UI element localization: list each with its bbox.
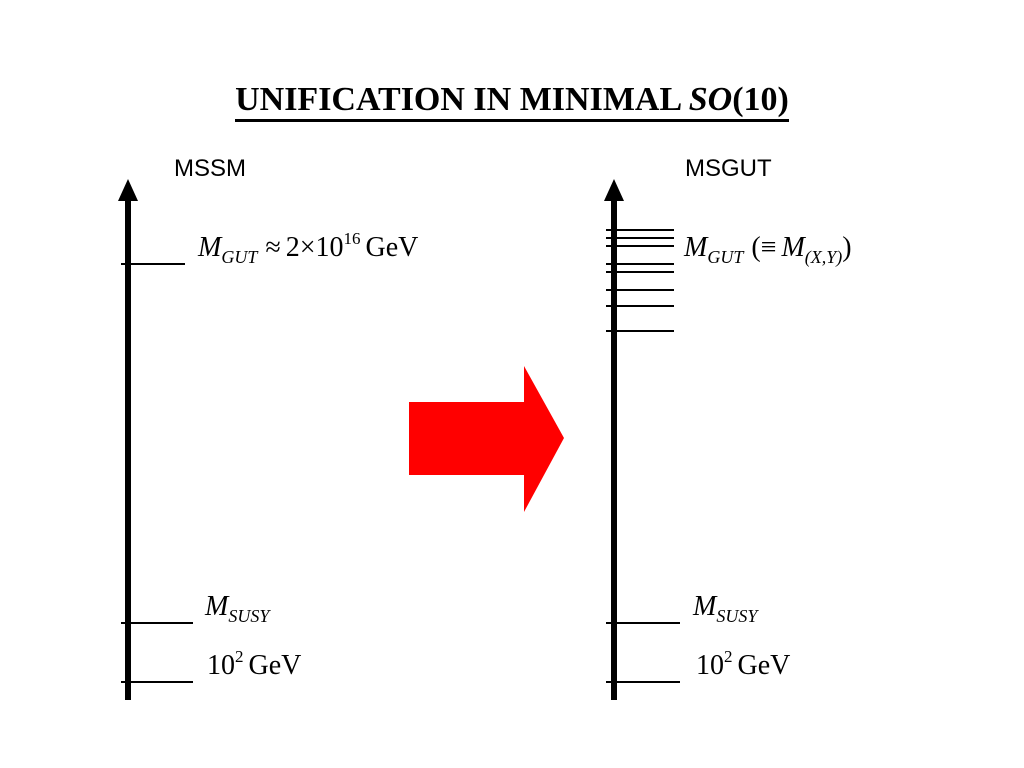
msgut-gut-tick-cluster <box>606 229 674 332</box>
mssm-low-unit: GeV <box>248 650 302 681</box>
mssm-gut-coefficient: 2 <box>285 232 300 263</box>
mssm-gut-relation: ≈ <box>265 232 281 263</box>
mssm-axis-arrowhead <box>118 179 138 201</box>
title-text: UNIFICATION IN MINIMAL SO(10) <box>235 81 789 122</box>
mssm-gut-subscript: GUT <box>221 247 258 267</box>
msgut-low-exponent: 2 <box>724 647 733 666</box>
msgut-gut-open: (≡ <box>751 232 777 263</box>
mssm-low-label: 102 GeV <box>207 647 302 682</box>
msgut-low-unit: GeV <box>737 650 791 681</box>
mssm-susy-label: MSUSY <box>205 591 270 626</box>
msgut-axis-arrowhead <box>604 179 624 201</box>
mssm-low-base: 10 <box>207 650 235 681</box>
msgut-gut-symbol: M <box>684 232 708 263</box>
mssm-gut-label: MGUT ≈2×1016 GeV <box>198 229 419 267</box>
msgut-susy-label: MSUSY <box>693 591 758 626</box>
msgut-low-label: 102 GeV <box>696 647 791 682</box>
slide-title: UNIFICATION IN MINIMAL SO(10) <box>0 78 1024 122</box>
mssm-header: MSSM <box>174 155 246 182</box>
msgut-gut-subscript: GUT <box>707 247 744 267</box>
mssm-low-exponent: 2 <box>235 647 244 666</box>
msgut-gut-close: ) <box>842 232 852 263</box>
mssm-gut-base: 10 <box>315 232 344 263</box>
mssm-gut-exponent: 16 <box>343 229 361 248</box>
msgut-susy-subscript: SUSY <box>716 606 758 626</box>
mssm-gut-unit: GeV <box>365 232 419 263</box>
msgut-low-base: 10 <box>696 650 724 681</box>
msgut-gut-inner-subscript: (X,Y) <box>804 247 843 267</box>
transition-arrow <box>409 366 564 512</box>
mssm-gut-symbol: M <box>198 232 222 263</box>
msgut-susy-symbol: M <box>693 591 717 622</box>
msgut-gut-inner-symbol: M <box>781 232 805 263</box>
title-italic: SO <box>688 81 733 118</box>
title-main: UNIFICATION IN MINIMAL <box>235 81 689 118</box>
mssm-gut-times: × <box>299 232 316 263</box>
msgut-gut-label: MGUT (≡ M(X,Y)) <box>684 232 852 267</box>
msgut-header: MSGUT <box>685 155 772 182</box>
mssm-susy-subscript: SUSY <box>228 606 270 626</box>
title-suffix: (10) <box>732 81 789 118</box>
mssm-susy-symbol: M <box>205 591 229 622</box>
